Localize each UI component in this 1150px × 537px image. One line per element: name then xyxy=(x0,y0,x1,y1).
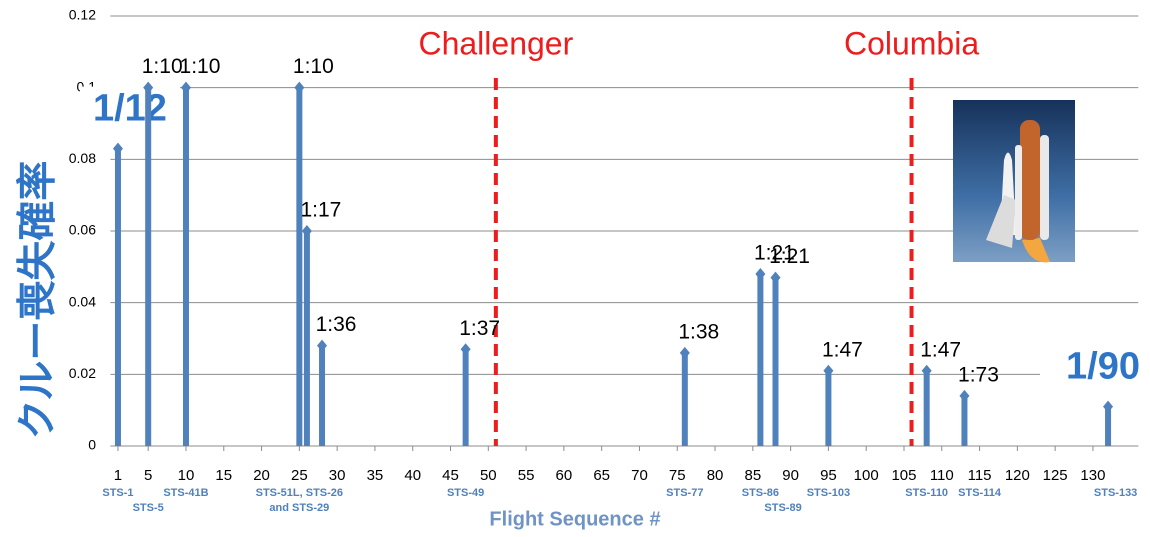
mission-label: STS-114 xyxy=(958,487,1002,499)
y-tick-label: 0.12 xyxy=(69,7,96,23)
marker xyxy=(302,225,312,237)
bar xyxy=(773,278,779,446)
mission-label: STS-89 xyxy=(764,502,801,514)
value-label: 1:21 xyxy=(769,245,810,268)
value-label: 1:47 xyxy=(920,338,961,361)
value-label: 1/12 xyxy=(93,88,167,130)
x-tick-label: 85 xyxy=(744,467,761,484)
bar xyxy=(961,396,967,446)
bar xyxy=(463,349,469,446)
x-tick-label: 100 xyxy=(854,467,879,484)
x-tick-label: 10 xyxy=(178,467,195,484)
value-label: 1:10 xyxy=(180,55,221,78)
mission-label: STS-1 xyxy=(102,487,133,499)
event-label: Challenger xyxy=(418,25,573,61)
bar xyxy=(145,88,151,446)
mission-label: STS-51L, STS-26 xyxy=(256,487,343,499)
mission-label: STS-86 xyxy=(742,487,779,499)
y-axis-label: クルー喪失確率 xyxy=(16,161,60,440)
x-tick-label: 55 xyxy=(518,467,535,484)
bar xyxy=(682,353,688,446)
x-tick-label: 45 xyxy=(442,467,459,484)
bar xyxy=(115,149,121,446)
x-tick-label: 1 xyxy=(114,467,122,484)
chart: 00.020.040.060.080.10.121510152025303540… xyxy=(0,0,1150,537)
y-tick-label: 0.04 xyxy=(69,293,96,309)
x-tick-label: 40 xyxy=(404,467,421,484)
bar xyxy=(757,274,763,446)
shuttle-photo xyxy=(953,100,1075,262)
x-tick-label: 80 xyxy=(707,467,724,484)
value-label: 1:37 xyxy=(459,317,500,340)
marker xyxy=(922,365,932,377)
value-label: 1:10 xyxy=(142,55,183,78)
mission-label: STS-49 xyxy=(447,487,484,499)
mission-label: STS-103 xyxy=(807,487,850,499)
x-tick-label: 35 xyxy=(367,467,384,484)
bar xyxy=(304,231,310,446)
value-label: 1:10 xyxy=(293,55,334,78)
y-tick-label: 0.06 xyxy=(69,222,96,238)
marker xyxy=(755,268,765,280)
x-tick-label: 110 xyxy=(930,467,954,484)
x-tick-label: 65 xyxy=(593,467,610,484)
marker xyxy=(294,82,304,94)
x-tick-label: 15 xyxy=(215,467,232,484)
y-tick-label: 0.08 xyxy=(69,150,96,166)
bar xyxy=(319,346,325,446)
x-tick-label: 90 xyxy=(782,467,799,484)
x-tick-label: 30 xyxy=(329,467,346,484)
x-tick-label: 120 xyxy=(1005,467,1030,484)
marker xyxy=(959,390,969,402)
x-tick-label: 130 xyxy=(1080,467,1105,484)
bar xyxy=(825,371,831,446)
x-tick-label: 125 xyxy=(1043,467,1068,484)
value-label: 1:38 xyxy=(678,320,719,343)
value-label: 1/90 xyxy=(1066,346,1140,388)
x-tick-label: 115 xyxy=(968,467,992,484)
x-tick-label: 50 xyxy=(480,467,497,484)
bar xyxy=(924,371,930,446)
mission-label: and STS-29 xyxy=(269,502,329,514)
value-label: 1:36 xyxy=(316,313,357,336)
value-label: 1:73 xyxy=(958,363,999,386)
marker xyxy=(680,347,690,359)
x-tick-label: 60 xyxy=(556,467,573,484)
x-tick-label: 105 xyxy=(891,467,916,484)
x-tick-label: 5 xyxy=(144,467,152,484)
mission-label: STS-77 xyxy=(666,487,703,499)
marker xyxy=(113,143,123,155)
mission-label: STS-133 xyxy=(1094,487,1137,499)
bar xyxy=(183,88,189,446)
marker xyxy=(317,340,327,352)
value-label: 1:17 xyxy=(300,199,341,222)
x-tick-label: 25 xyxy=(291,467,308,484)
x-tick-label: 70 xyxy=(631,467,648,484)
bar xyxy=(296,88,302,446)
y-tick-label: 0.02 xyxy=(69,365,96,381)
y-tick-label: 0 xyxy=(88,437,96,453)
event-label: Columbia xyxy=(844,25,979,61)
x-tick-label: 20 xyxy=(253,467,270,484)
marker xyxy=(1103,401,1113,413)
marker xyxy=(771,272,781,284)
marker xyxy=(823,365,833,377)
x-tick-label: 95 xyxy=(820,467,837,484)
mission-label: STS-41B xyxy=(163,487,208,499)
value-label: 1:47 xyxy=(822,338,863,361)
marker xyxy=(461,343,471,355)
mission-label: STS-110 xyxy=(905,487,948,499)
x-axis-label: Flight Sequence # xyxy=(489,508,660,530)
marker xyxy=(181,82,191,94)
x-tick-label: 75 xyxy=(669,467,686,484)
mission-label: STS-5 xyxy=(133,502,164,514)
